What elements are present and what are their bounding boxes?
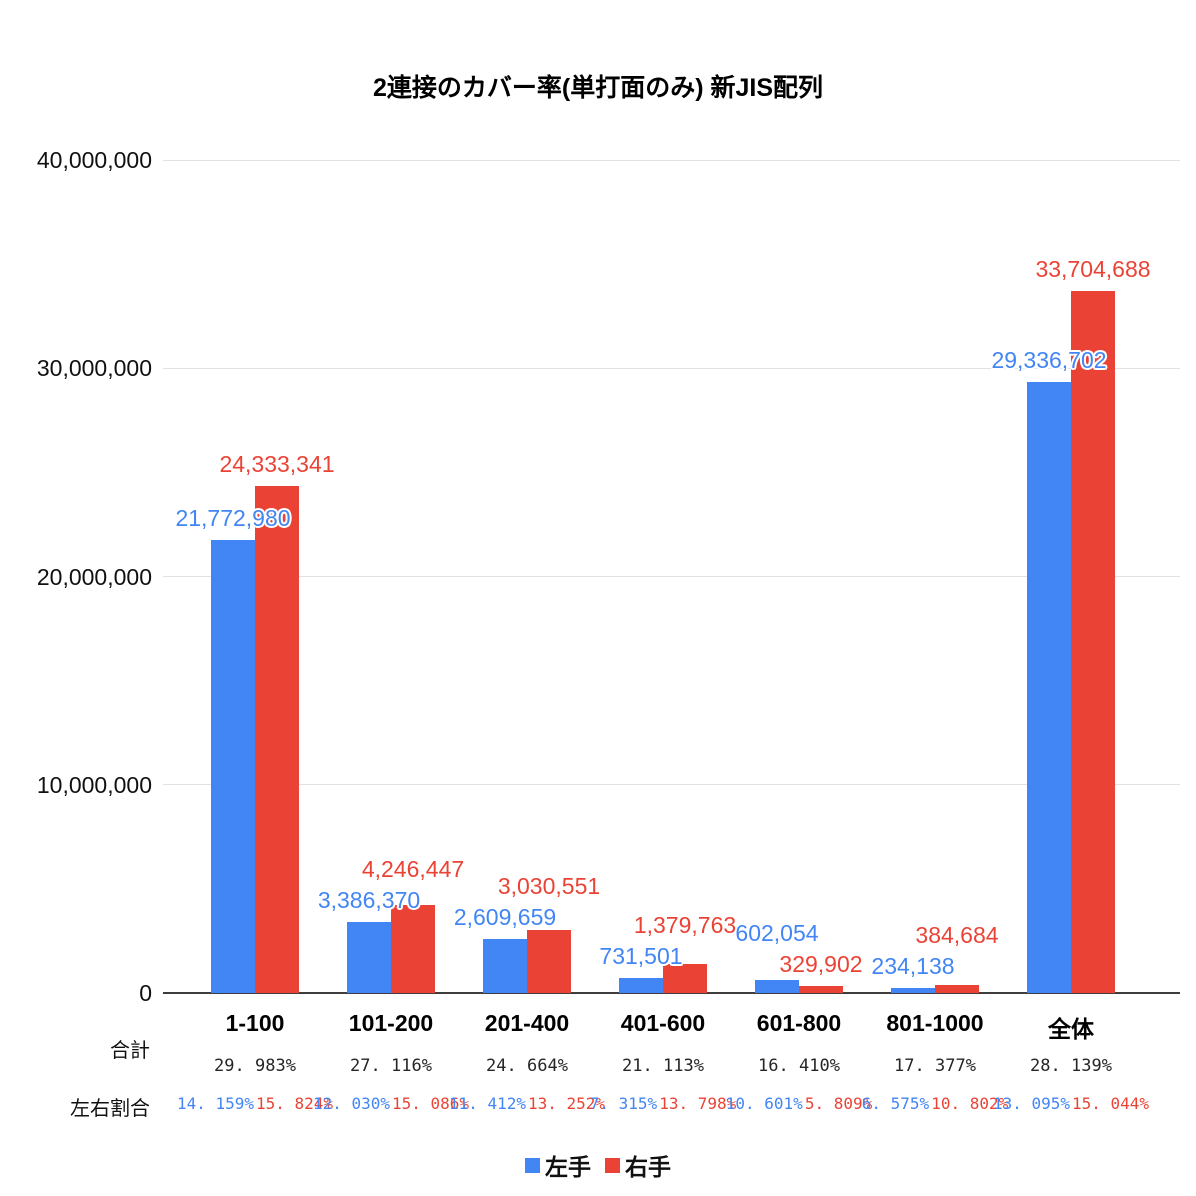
y-axis-tick-label: 0 xyxy=(139,980,152,1006)
grid-line xyxy=(163,367,1180,369)
value-label-right-hand: 3,030,551 xyxy=(497,872,601,899)
ratio-left-hand-value: 12. 030% xyxy=(312,1094,390,1113)
value-label-right-hand: 33,704,688 xyxy=(1035,256,1151,283)
ratio-percent-pair: 11. 412% 13. 252% xyxy=(442,1094,612,1113)
value-label-right-hand: 329,902 xyxy=(779,951,863,978)
ratio-percent-pair: 7. 315% 13. 798% xyxy=(578,1094,748,1113)
ratio-left-hand-value: 7. 315% xyxy=(589,1094,658,1113)
ratio-left-hand-value: 14. 159% xyxy=(176,1094,254,1113)
ratio-left-hand-value: 11. 412% xyxy=(448,1094,526,1113)
chart-title: 2連接のカバー率(単打面のみ) 新JIS配列 xyxy=(372,74,824,102)
x-axis-label: 全体 xyxy=(1048,1016,1094,1042)
bar-left-hand xyxy=(891,988,935,993)
ratio-row-label: 左右割合 xyxy=(70,1098,150,1120)
total-percent-value: 29. 983% xyxy=(214,1056,296,1076)
value-label-left-hand: 602,054 xyxy=(735,920,819,947)
bar-left-hand xyxy=(619,977,663,993)
value-label-right-hand: 4,246,447 xyxy=(361,856,465,883)
total-row-label: 合計 xyxy=(110,1040,150,1062)
x-axis-label: 1-100 xyxy=(225,1010,285,1036)
ratio-right-hand-value: 15. 824% xyxy=(256,1094,334,1113)
total-percent-value: 17. 377% xyxy=(894,1056,976,1076)
legend-swatch-left-hand-icon xyxy=(525,1157,540,1173)
total-percent-value: 24. 664% xyxy=(486,1056,568,1076)
value-label-right-hand: 384,684 xyxy=(915,922,999,949)
total-percent-value: 27. 116% xyxy=(350,1056,432,1076)
legend-swatch-right-hand-icon xyxy=(605,1157,620,1173)
y-axis-tick-label: 10,000,000 xyxy=(36,771,152,798)
ratio-right-hand-value: 13. 798% xyxy=(659,1094,737,1113)
grid-line xyxy=(163,576,1180,577)
ratio-right-hand-value: 5. 809% xyxy=(804,1094,873,1113)
y-axis-tick-label: 30,000,000 xyxy=(36,355,152,382)
bar-right-hand xyxy=(527,929,571,993)
ratio-percent-pair: 10. 601% 5. 809% xyxy=(714,1094,884,1113)
value-label-left-hand: 21,772,980 xyxy=(175,504,291,531)
legend-label-left-hand: 左手 xyxy=(545,1154,591,1180)
legend-label-right-hand: 右手 xyxy=(625,1154,671,1180)
ratio-percent-pair: 13. 095% 15. 044% xyxy=(986,1094,1156,1113)
value-label-right-hand: 24,333,341 xyxy=(219,451,335,478)
total-percent-value: 28. 139% xyxy=(1030,1056,1112,1076)
grid-line xyxy=(163,784,1180,786)
x-axis-label: 201-400 xyxy=(484,1010,570,1036)
ratio-left-hand-value: 10. 601% xyxy=(725,1094,803,1113)
ratio-percent-pair: 12. 030% 15. 086% xyxy=(306,1094,476,1113)
legend-item-left-hand: 左手 xyxy=(525,1148,591,1182)
y-axis-tick-label: 40,000,000 xyxy=(36,147,152,173)
x-axis-label: 401-600 xyxy=(620,1010,706,1036)
value-label-left-hand: 2,609,659 xyxy=(453,903,557,930)
value-label-right-hand: 1,379,763 xyxy=(633,911,737,938)
ratio-right-hand-value: 15. 086% xyxy=(392,1094,470,1113)
value-label-left-hand: 29,336,702 xyxy=(991,347,1107,374)
y-axis-tick-label: 20,000,000 xyxy=(36,563,152,590)
bar-left-hand xyxy=(483,938,527,993)
ratio-right-hand-value: 10. 802% xyxy=(931,1094,1009,1113)
ratio-left-hand-value: 6. 575% xyxy=(861,1094,930,1113)
bar-left-hand xyxy=(347,922,391,993)
x-axis-label: 601-800 xyxy=(756,1010,842,1036)
x-axis-line xyxy=(163,992,1180,994)
ratio-right-hand-value: 15. 044% xyxy=(1072,1094,1150,1113)
total-percent-value: 21. 113% xyxy=(622,1056,704,1076)
ratio-right-hand-value: 13. 252% xyxy=(528,1094,606,1113)
ratio-left-hand-value: 13. 095% xyxy=(992,1094,1070,1113)
bar-right-hand xyxy=(663,964,707,993)
grid-line xyxy=(163,159,1180,161)
bar-right-hand xyxy=(1071,291,1115,993)
ratio-percent-pair: 14. 159% 15. 824% xyxy=(170,1094,340,1113)
value-label-left-hand: 234,138 xyxy=(871,953,955,980)
bar-right-hand xyxy=(935,984,979,993)
chart-legend: 左手 右手 xyxy=(0,1148,1196,1182)
bar-left-hand xyxy=(755,980,799,993)
ratio-percent-pair: 6. 575% 10. 802% xyxy=(850,1094,1020,1113)
bar-left-hand xyxy=(211,539,255,993)
bar-right-hand xyxy=(255,486,299,993)
value-label-left-hand: 3,386,370 xyxy=(317,887,421,914)
legend-item-right-hand: 右手 xyxy=(605,1148,671,1182)
value-label-left-hand: 731,501 xyxy=(599,942,683,969)
bar-left-hand xyxy=(1027,382,1071,993)
bar-right-hand xyxy=(391,904,435,993)
total-percent-value: 16. 410% xyxy=(758,1056,840,1076)
x-axis-label: 801-1000 xyxy=(886,1010,984,1036)
bar-right-hand xyxy=(799,986,843,993)
x-axis-label: 101-200 xyxy=(348,1010,434,1036)
